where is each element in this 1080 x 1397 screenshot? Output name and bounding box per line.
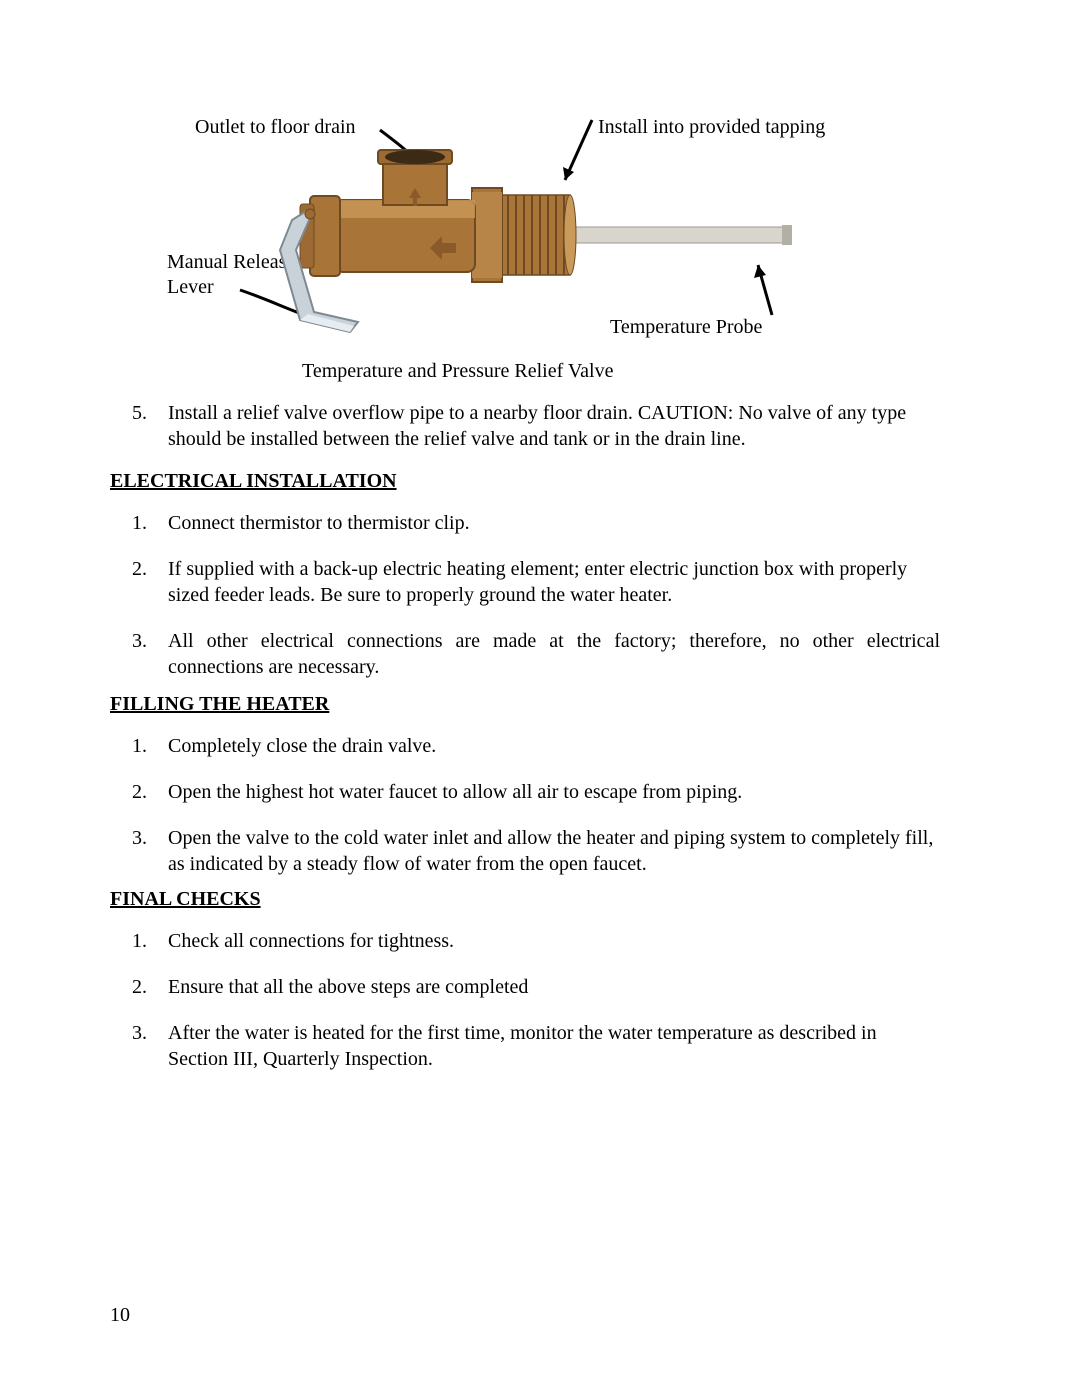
page: Outlet to floor drain Install into provi… [0, 0, 1080, 1397]
list-item: Check all connections for tightness. [168, 928, 940, 954]
page-number: 10 [110, 1304, 130, 1327]
list-item: Connect thermistor to thermistor clip. [168, 510, 940, 536]
continued-ordered-list: Install a relief valve overflow pipe to … [110, 400, 940, 452]
figure-caption: Temperature and Pressure Relief Valve [302, 360, 613, 383]
list-item: After the water is heated for the first … [168, 1020, 940, 1072]
heading-electrical-installation: ELECTRICAL INSTALLATION [110, 470, 397, 493]
list-item: Open the highest hot water faucet to all… [168, 779, 940, 805]
valve-body [280, 150, 792, 332]
valve-illustration [100, 100, 970, 360]
list-item: If supplied with a back-up electric heat… [168, 556, 940, 608]
heading-filling-the-heater: FILLING THE HEATER [110, 693, 329, 716]
list-item: Ensure that all the above steps are comp… [168, 974, 940, 1000]
heading-final-checks: FINAL CHECKS [110, 888, 261, 911]
valve-diagram: Outlet to floor drain Install into provi… [100, 100, 970, 380]
section-electrical-list: Connect thermistor to thermistor clip. I… [110, 510, 940, 700]
continued-list-block: Install a relief valve overflow pipe to … [110, 400, 940, 472]
list-item: Completely close the drain valve. [168, 733, 940, 759]
list-item: All other electrical connections are mad… [168, 628, 940, 680]
list-item: Open the valve to the cold water inlet a… [168, 825, 940, 877]
section-final-checks-list: Check all connections for tightness. Ens… [110, 928, 940, 1092]
section-filling-list: Completely close the drain valve. Open t… [110, 733, 940, 897]
list-item: Install a relief valve overflow pipe to … [168, 400, 940, 452]
